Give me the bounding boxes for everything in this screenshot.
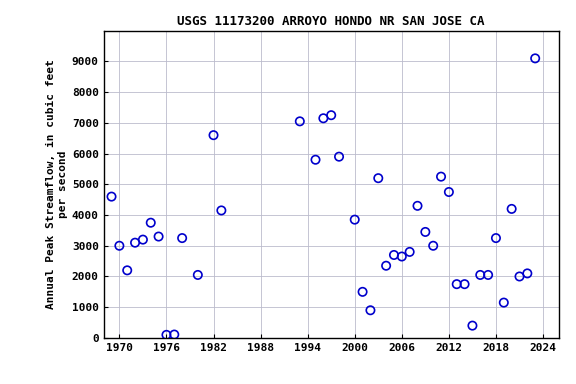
Point bbox=[515, 273, 524, 280]
Point bbox=[468, 323, 477, 329]
Point bbox=[115, 243, 124, 249]
Point bbox=[374, 175, 383, 181]
Point bbox=[460, 281, 469, 287]
Point bbox=[209, 132, 218, 138]
Point bbox=[420, 229, 430, 235]
Point bbox=[507, 206, 516, 212]
Point bbox=[444, 189, 453, 195]
Point bbox=[154, 233, 163, 240]
Point bbox=[146, 220, 156, 226]
Point bbox=[319, 115, 328, 121]
Point bbox=[499, 300, 509, 306]
Point bbox=[452, 281, 461, 287]
Point bbox=[170, 331, 179, 338]
Point bbox=[491, 235, 501, 241]
Point bbox=[397, 253, 407, 260]
Point bbox=[523, 270, 532, 276]
Point bbox=[295, 118, 305, 124]
Point bbox=[335, 154, 344, 160]
Point bbox=[193, 272, 202, 278]
Point bbox=[437, 174, 446, 180]
Point bbox=[366, 307, 375, 313]
Y-axis label: Annual Peak Streamflow, in cubic feet
per second: Annual Peak Streamflow, in cubic feet pe… bbox=[46, 60, 67, 309]
Point bbox=[130, 240, 139, 246]
Point bbox=[358, 289, 367, 295]
Point bbox=[389, 252, 399, 258]
Point bbox=[177, 235, 187, 241]
Point bbox=[405, 249, 414, 255]
Point bbox=[107, 194, 116, 200]
Point bbox=[123, 267, 132, 273]
Title: USGS 11173200 ARROYO HONDO NR SAN JOSE CA: USGS 11173200 ARROYO HONDO NR SAN JOSE C… bbox=[177, 15, 485, 28]
Point bbox=[350, 217, 359, 223]
Point bbox=[429, 243, 438, 249]
Point bbox=[413, 203, 422, 209]
Point bbox=[483, 272, 492, 278]
Point bbox=[381, 263, 391, 269]
Point bbox=[162, 332, 171, 338]
Point bbox=[138, 237, 147, 243]
Point bbox=[311, 157, 320, 163]
Point bbox=[327, 112, 336, 118]
Point bbox=[530, 55, 540, 61]
Point bbox=[217, 207, 226, 214]
Point bbox=[476, 272, 485, 278]
